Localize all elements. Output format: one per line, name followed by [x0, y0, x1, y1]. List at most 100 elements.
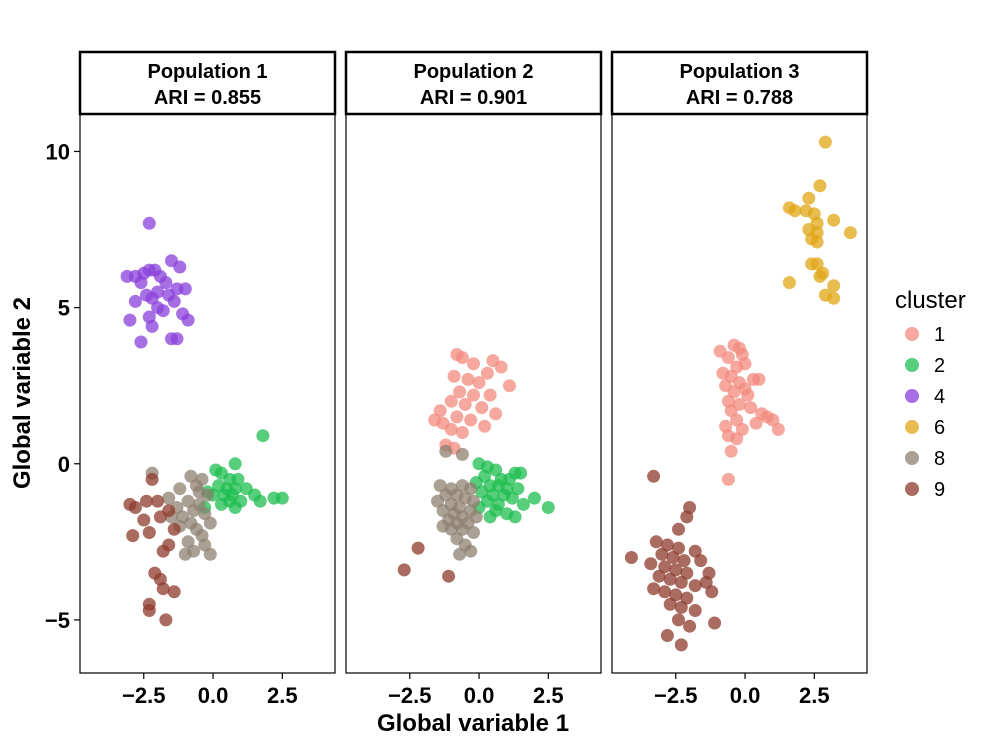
data-point — [142, 604, 156, 617]
panels-layer: Population 1 ARI = 0.855 Population 2 ARI =… — [78, 50, 869, 674]
data-point — [508, 510, 522, 524]
data-point — [489, 463, 503, 477]
x-tick-label: 2.5 — [533, 683, 564, 708]
data-point — [680, 510, 694, 524]
y-axis: 10 5 0 −5 — [45, 139, 80, 633]
data-point — [464, 544, 478, 558]
data-point — [214, 497, 228, 511]
series-cluster-2 — [198, 429, 289, 514]
data-point — [173, 482, 187, 496]
data-point — [652, 569, 666, 583]
data-point — [672, 522, 685, 536]
data-point — [735, 422, 749, 436]
panel-frame — [79, 113, 336, 674]
data-point — [228, 457, 242, 471]
data-point — [674, 575, 688, 589]
data-point — [455, 351, 469, 365]
legend-key — [905, 482, 919, 496]
data-point — [428, 413, 442, 427]
data-point — [467, 357, 480, 371]
legend-key — [905, 420, 919, 434]
panel-title: Population 3 — [680, 61, 800, 83]
legend-key — [905, 389, 919, 403]
legend-entry-1: 1 — [905, 324, 945, 346]
data-point — [727, 385, 741, 399]
data-point — [721, 351, 735, 365]
data-point — [724, 444, 738, 458]
data-point — [464, 413, 478, 427]
data-point — [624, 551, 638, 564]
series-cluster-4 — [120, 216, 195, 349]
data-point — [766, 413, 780, 427]
data-point — [705, 585, 719, 599]
series-cluster-8 — [431, 444, 483, 561]
x-tick-label: 2.5 — [799, 683, 830, 708]
legend-key — [905, 358, 919, 372]
data-point — [153, 510, 167, 524]
data-point — [813, 179, 827, 193]
data-point — [178, 547, 192, 561]
data-point — [455, 522, 469, 536]
data-point — [181, 313, 195, 327]
data-point — [181, 494, 195, 508]
data-point — [134, 276, 148, 290]
data-point — [439, 444, 453, 458]
data-point — [444, 522, 458, 536]
data-point — [201, 488, 214, 502]
panel-frame — [345, 113, 602, 674]
data-point — [674, 638, 688, 652]
data-point — [647, 469, 661, 483]
legend-key — [905, 451, 919, 465]
x-axis: −2.5 0.0 2.5 −2.5 0.0 2.5 −2.5 0.0 2.5 — [122, 673, 830, 708]
data-point — [694, 554, 708, 568]
data-point — [203, 516, 217, 530]
data-point — [708, 616, 722, 630]
panel-frame — [611, 113, 868, 674]
data-point — [516, 497, 530, 511]
data-point — [156, 544, 170, 558]
data-point — [674, 600, 688, 614]
data-point — [663, 597, 677, 611]
data-point — [475, 401, 489, 415]
data-point — [178, 282, 192, 296]
data-point — [480, 366, 494, 380]
data-point — [528, 491, 541, 505]
x-axis-title: Global variable 1 — [377, 710, 569, 737]
legend-key — [905, 327, 919, 341]
data-point — [644, 557, 658, 571]
data-point — [165, 332, 178, 346]
data-point — [447, 369, 461, 383]
series-cluster-2 — [469, 457, 555, 524]
data-point — [134, 335, 148, 349]
data-point — [483, 510, 497, 524]
data-point — [173, 260, 187, 274]
data-point — [503, 379, 516, 393]
y-tick-label: −5 — [45, 608, 70, 633]
panel-ari-label: ARI = 0.855 — [154, 87, 261, 109]
legend-label: 9 — [934, 479, 945, 501]
legend: cluster 1 2 4 6 8 9 — [895, 287, 966, 501]
data-point — [442, 569, 456, 583]
panel-title: Population 2 — [414, 61, 534, 83]
legend-label: 8 — [934, 448, 945, 470]
data-point — [436, 504, 450, 518]
legend-entry-2: 2 — [905, 355, 945, 377]
data-point — [699, 575, 713, 589]
x-tick-label: 0.0 — [464, 683, 495, 708]
data-point — [256, 429, 270, 443]
data-point — [467, 388, 480, 402]
y-tick-label: 5 — [58, 296, 70, 321]
data-point — [782, 201, 796, 215]
panel-1: Population 1 ARI = 0.855 — [78, 50, 337, 674]
data-point — [478, 419, 492, 433]
data-point — [167, 585, 181, 599]
data-point — [126, 529, 140, 543]
data-point — [660, 629, 674, 642]
data-point — [145, 472, 159, 486]
data-point — [483, 388, 497, 402]
legend-entry-8: 8 — [905, 448, 945, 470]
x-tick-label: 0.0 — [198, 683, 229, 708]
data-point — [397, 563, 411, 577]
data-point — [810, 257, 824, 271]
